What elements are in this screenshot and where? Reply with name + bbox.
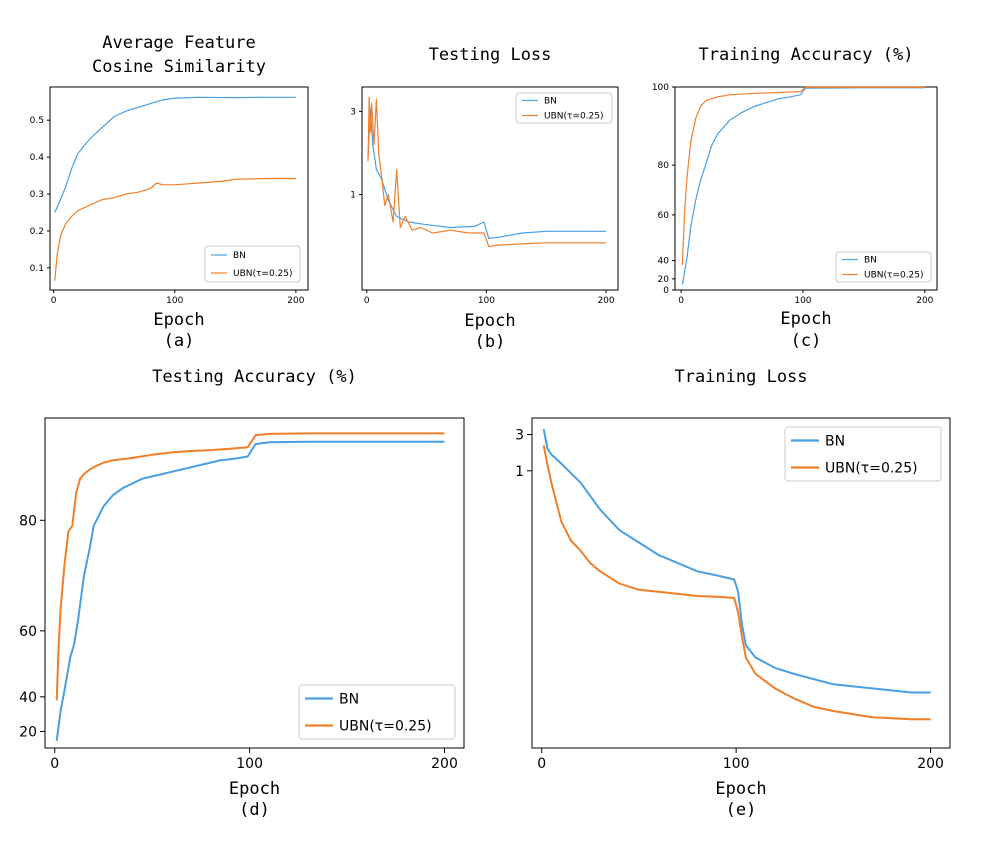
legend-box [835,251,932,283]
legend-label: BN [544,97,557,107]
y-tick-label: 3 [350,107,356,117]
series-line-ubn [542,445,931,721]
panel-title: Training Loss [674,367,807,387]
x-tick-label: 100 [478,296,495,306]
panel-a: Average Feature Cosine Similarity 0 100 200 0… [30,33,309,351]
x-tick-label: 200 [916,296,933,306]
x-tick-label: 100 [236,756,263,772]
panel-title: Average Feature [102,33,256,53]
subfigure-label: (b) [475,332,506,352]
x-axis-label: Epoch [464,311,515,331]
legend-label: BN [825,434,845,450]
x-tick-label: 200 [597,296,614,306]
legend-box [515,92,613,124]
y-tick-label: 0.4 [30,153,45,163]
x-tick-label: 0 [51,296,57,306]
panel-title: Testing Loss [429,45,552,65]
x-axis-label: Epoch [153,310,204,330]
x-tick-label: 200 [917,756,944,772]
legend-label: UBN(τ=0.25) [864,271,924,281]
subfigure-label: (d) [239,800,270,820]
legend-box [204,245,301,283]
axes-frame [531,417,951,749]
panel-d: Testing Accuracy (%) 0 100 200 20 40 60 80 Epoch… [19,367,465,820]
subfigure-label: (e) [726,800,757,820]
x-tick-label: 0 [364,296,370,306]
x-tick-label: 100 [794,296,811,306]
series-line-bn [54,96,296,213]
series-line-ubn [367,96,606,248]
panel-b: Testing Loss 0 100 200 1 3 Epoch(b) BN UBN(τ=0.2… [350,45,619,352]
series-line-bn [55,440,445,742]
y-tick-label: 60 [19,624,37,640]
y-tick-label: 40 [658,257,670,267]
panel-title: Testing Accuracy (%) [152,367,357,387]
y-tick-label: 100 [652,83,669,93]
x-tick-label: 0 [537,756,546,772]
legend-label: BN [233,251,246,261]
y-tick-label: 40 [19,690,37,706]
series-line-bn [542,428,931,694]
y-tick-label: 0.5 [30,116,44,126]
x-tick-label: 200 [287,296,304,306]
legend-box [298,684,456,740]
axes-frame [361,86,619,291]
y-tick-label: 0 [663,286,669,296]
axes-frame [44,417,465,749]
legend-label: BN [864,256,877,266]
y-tick-label: 20 [19,725,37,741]
x-tick-label: 0 [50,756,59,772]
legend-box [784,426,942,482]
x-tick-label: 0 [678,296,684,306]
legend-label: BN [339,692,359,708]
y-tick-label: 0.1 [30,264,44,274]
legend: BN UBN(τ=0.25) [298,684,456,740]
series-line-bn [367,108,606,239]
legend-label: UBN(τ=0.25) [825,461,918,477]
legend: BN UBN(τ=0.25) [784,426,942,482]
x-tick-label: 100 [166,296,183,306]
legend-label: UBN(τ=0.25) [233,269,293,279]
x-axis-label: Epoch [229,779,280,799]
panel-title: Cosine Similarity [92,57,266,77]
y-tick-label: 1 [350,191,356,201]
axes-frame [49,86,309,291]
x-tick-label: 100 [723,756,750,772]
panel-e: Training Loss 0 100 200 1 3 Epoch(e) BN UBN(τ=0.… [515,367,951,820]
legend-label: UBN(τ=0.25) [339,719,432,735]
y-tick-label: 80 [19,513,37,529]
series-line-ubn [55,432,445,701]
x-tick-label: 200 [431,756,458,772]
series-line-ubn [681,86,925,266]
legend: BN UBN(τ=0.25) [204,245,301,283]
x-axis-label: Epoch [715,779,766,799]
x-axis-label: Epoch [780,309,831,329]
series-line-ubn [54,177,296,281]
legend-label: UBN(τ=0.25) [544,112,604,122]
subfigure-label: (c) [791,331,822,351]
panel-title: Training Accuracy (%) [699,45,914,65]
series-line-bn [681,87,925,285]
panel-c: Training Accuracy (%)0 100 200020406080100… [652,45,938,351]
legend: BN UBN(τ=0.25) [835,251,932,283]
y-tick-label: 3 [515,428,524,444]
legend: BN UBN(τ=0.25) [515,92,613,124]
y-tick-label: 0.3 [30,190,44,200]
subfigure-label: (a) [164,331,195,351]
y-tick-label: 80 [658,161,670,171]
y-tick-label: 1 [515,464,524,480]
y-tick-label: 20 [658,275,670,285]
y-tick-label: 0.2 [30,227,44,237]
y-tick-label: 60 [658,211,670,221]
